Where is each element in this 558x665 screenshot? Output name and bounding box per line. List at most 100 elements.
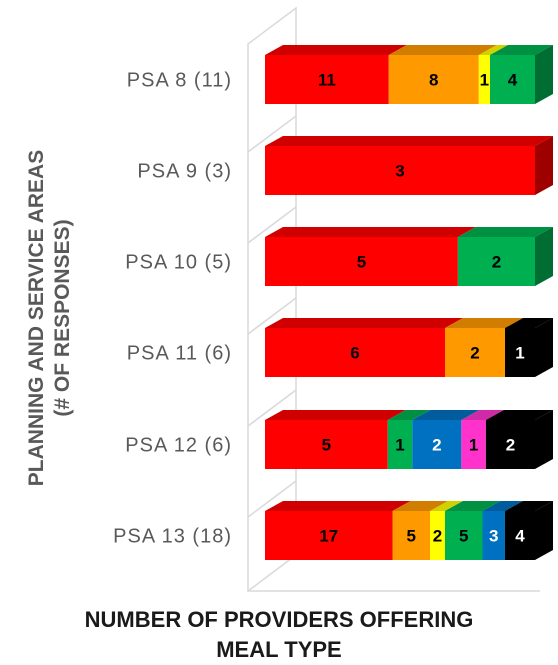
bar-front-face	[478, 55, 490, 104]
data-label: 6	[350, 344, 359, 363]
bar-top-face	[445, 501, 501, 511]
category-label: PSA 13 (18)	[113, 526, 232, 548]
data-label: 5	[407, 527, 416, 546]
category-label: PSA 11 (6)	[127, 343, 232, 365]
bar-top-face	[265, 227, 476, 237]
bar-front-face	[265, 237, 458, 286]
bar-segment: 5	[265, 410, 406, 469]
bar-front-face	[445, 328, 505, 377]
bar-front-face	[265, 146, 535, 195]
bar-front-face	[457, 237, 535, 286]
bar-segment: 4	[505, 501, 553, 560]
bar-top-face	[505, 501, 553, 511]
bar-top-face	[478, 45, 508, 55]
bar-segment: 2	[457, 227, 553, 286]
data-label: 3	[395, 162, 404, 181]
data-label: 1	[515, 344, 524, 363]
bar-side-face	[535, 318, 553, 377]
x-axis-title-line-2: MEAL TYPE	[216, 637, 342, 662]
bar-top-face	[392, 501, 448, 511]
bar-top-face	[457, 227, 553, 237]
bar-row: 17 5 2 5 3 4	[265, 501, 553, 560]
bar-row: 3	[265, 136, 553, 195]
bar-segment: 3	[482, 501, 523, 560]
row-gridline	[247, 480, 297, 518]
bar-segment: 1	[505, 318, 553, 377]
bar-front-face	[482, 511, 505, 560]
bar-top-face	[490, 45, 553, 55]
data-label: 1	[469, 436, 478, 455]
bar-segment: 2	[412, 410, 480, 469]
stacked-bar-chart: 11 8 1 435 26 2 15 1 2 1 217 5 2 5 3 4 PSA 8 (11)PSA 9 …	[25, 6, 553, 593]
bar-segment: 8	[388, 45, 497, 104]
bar-segment: 5	[445, 501, 501, 560]
data-label: 5	[357, 253, 366, 272]
y-axis-title-line-2: (# OF RESPONSES)	[51, 219, 74, 416]
bar-front-face	[461, 420, 486, 469]
data-label: 2	[470, 344, 479, 363]
bar-top-face	[265, 501, 411, 511]
bar-top-face	[485, 410, 553, 420]
data-label: 17	[319, 527, 338, 546]
row-gridline	[247, 389, 297, 427]
data-label: 5	[322, 436, 331, 455]
bar-front-face	[388, 55, 479, 104]
bar-front-face	[412, 420, 462, 469]
bar-front-face	[445, 511, 483, 560]
bar-top-face	[265, 410, 406, 420]
data-label: 2	[432, 436, 441, 455]
bar-front-face	[387, 420, 413, 469]
row-gridline	[247, 206, 297, 244]
bar-segment: 17	[265, 501, 411, 560]
bar-top-face	[461, 410, 504, 420]
bar-side-face	[535, 410, 553, 469]
bar-segment: 6	[265, 318, 463, 377]
data-label: 2	[492, 253, 501, 272]
y-axis-title-line-1: PLANNING AND SERVICE AREAS	[25, 150, 48, 486]
bar-segment: 2	[445, 318, 523, 377]
bar-front-face	[490, 55, 535, 104]
bar-top-face	[265, 136, 553, 146]
bar-top-face	[445, 318, 523, 328]
data-label: 3	[489, 527, 498, 546]
category-label: PSA 10 (5)	[125, 252, 232, 274]
bar-segment: 2	[430, 501, 463, 560]
bar-front-face	[265, 55, 389, 104]
bar-top-face	[505, 318, 553, 328]
x-axis-title: NUMBER OF PROVIDERS OFFERING MEAL TYPE	[0, 605, 558, 665]
bar-segment: 1	[461, 410, 504, 469]
data-label: 5	[459, 527, 468, 546]
bar-top-face	[412, 410, 480, 420]
chart-bars: 11 8 1 435 26 2 15 1 2 1 217 5 2 5 3 4	[265, 45, 553, 560]
data-label: 8	[429, 71, 438, 90]
bar-segment: 3	[265, 136, 553, 195]
bar-row: 6 2 1	[265, 318, 553, 377]
bar-front-face	[265, 511, 393, 560]
bar-segment: 1	[387, 410, 431, 469]
bar-top-face	[388, 45, 497, 55]
bar-front-face	[265, 328, 445, 377]
category-label: PSA 9 (3)	[137, 161, 232, 183]
bar-segment: 11	[265, 45, 407, 104]
bar-front-face	[430, 511, 445, 560]
bar-side-face	[535, 501, 553, 560]
bar-front-face	[485, 420, 535, 469]
category-label: PSA 8 (11)	[127, 70, 232, 92]
bar-top-face	[482, 501, 523, 511]
bar-row: 5 1 2 1 2	[265, 410, 553, 469]
row-gridline	[247, 297, 297, 335]
bar-front-face	[505, 328, 535, 377]
data-label: 11	[318, 71, 336, 90]
data-label: 4	[515, 527, 525, 546]
bar-front-face	[505, 511, 535, 560]
bar-side-face	[535, 227, 553, 286]
category-labels: PSA 8 (11) PSA 9 (3) PSA 10 (5) PSA 11 (6) P…	[113, 70, 232, 548]
bar-front-face	[265, 420, 388, 469]
bar-segment: 2	[485, 410, 553, 469]
bar-segment: 4	[490, 45, 553, 104]
bar-top-face	[265, 45, 407, 55]
bar-top-face	[265, 318, 463, 328]
bar-row: 11 8 1 4	[265, 45, 553, 104]
bar-segment: 5	[265, 227, 476, 286]
